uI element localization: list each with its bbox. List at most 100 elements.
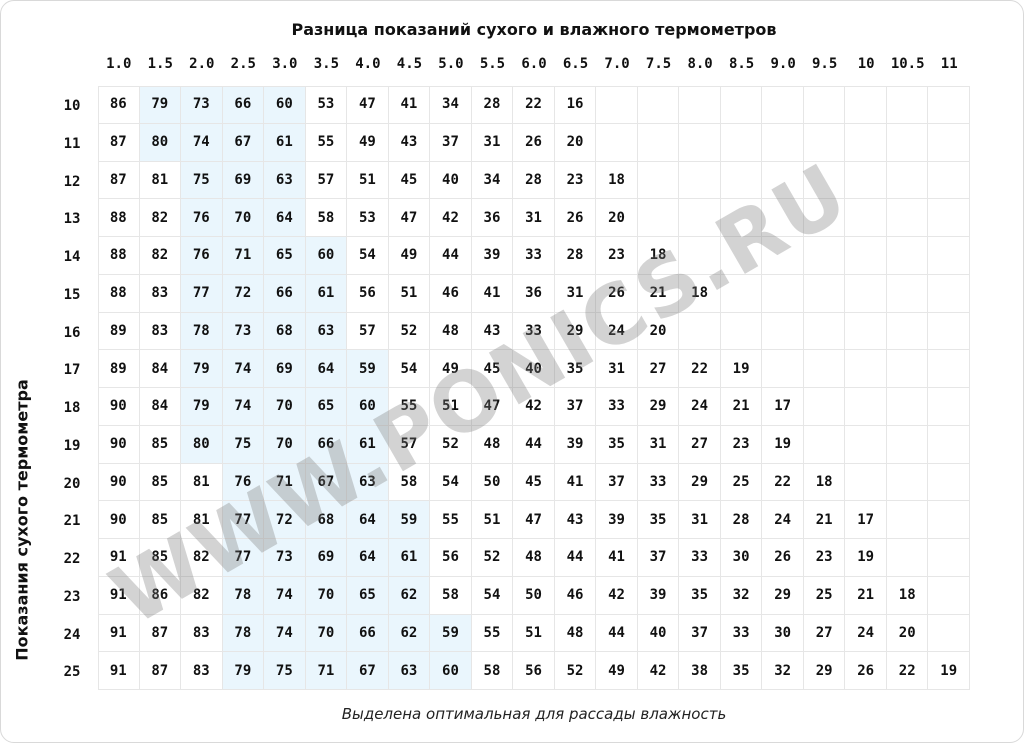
table-cell [679, 312, 721, 351]
table-cell [762, 274, 804, 313]
table-cell: 87 [139, 652, 182, 690]
table-cell: 26 [513, 123, 555, 162]
row-header: 24 [63, 626, 81, 643]
table-cell: 18 [679, 274, 721, 313]
table-cell: 18 [596, 161, 638, 200]
table-cell: 72 [222, 274, 265, 313]
table-cell: 54 [388, 350, 431, 388]
table-cell [886, 350, 929, 388]
table-cell [928, 161, 970, 200]
table-cell: 63 [347, 463, 389, 502]
table-cell [637, 199, 680, 237]
table-cell: 53 [305, 86, 348, 124]
table-cell: 35 [720, 652, 763, 690]
table-cell: 54 [430, 463, 472, 502]
table-cell: 48 [471, 425, 514, 464]
table-cell: 26 [554, 199, 597, 237]
table-cell: 49 [388, 237, 431, 275]
table-cell: 73 [222, 312, 265, 351]
table-cell: 79 [139, 86, 182, 124]
table-cell: 74 [222, 388, 265, 426]
table-cell: 42 [513, 388, 555, 426]
table-cell [886, 539, 929, 577]
table-cell: 85 [139, 425, 182, 464]
table-cell: 32 [720, 576, 763, 615]
table-cell: 68 [305, 501, 348, 539]
table-cell: 79 [222, 652, 265, 690]
table-cell [845, 86, 887, 124]
column-header: 7.5 [645, 56, 672, 72]
table-cell [886, 463, 929, 502]
table-cell: 34 [430, 86, 472, 124]
table-cell: 65 [305, 388, 348, 426]
table-cell: 70 [222, 199, 265, 237]
table-cell: 52 [388, 312, 431, 351]
table-cell: 69 [264, 350, 306, 388]
table-cell: 76 [181, 199, 223, 237]
table-cell: 43 [471, 312, 514, 351]
table-cell: 36 [471, 199, 514, 237]
table-cell: 79 [181, 350, 223, 388]
table-cell: 36 [513, 274, 555, 313]
table-cell: 83 [181, 614, 223, 653]
table-cell: 64 [305, 350, 348, 388]
table-cell: 21 [637, 274, 680, 313]
table-cell: 19 [928, 652, 970, 690]
table-cell: 90 [98, 501, 140, 539]
table-cell: 32 [762, 652, 804, 690]
table-cell: 71 [222, 237, 265, 275]
table-cell [928, 614, 970, 653]
table-cell [886, 123, 929, 162]
table-cell [886, 388, 929, 426]
table-cell: 45 [513, 463, 555, 502]
table-cell [762, 312, 804, 351]
table-cell: 49 [347, 123, 389, 162]
table-cell: 41 [554, 463, 597, 502]
row-header: 11 [63, 135, 81, 152]
table-cell: 90 [98, 388, 140, 426]
table-cell [845, 350, 887, 388]
table-cell: 24 [762, 501, 804, 539]
column-header: 5.5 [479, 56, 506, 72]
table-cell: 22 [886, 652, 929, 690]
table-cell: 39 [596, 501, 638, 539]
table-cell: 58 [471, 652, 514, 690]
table-cell [803, 312, 846, 351]
table-cell: 18 [886, 576, 929, 615]
table-cell: 22 [513, 86, 555, 124]
table-cell [928, 576, 970, 615]
table-cell: 49 [596, 652, 638, 690]
table-cell: 59 [388, 501, 431, 539]
table-cell: 27 [803, 614, 846, 653]
row-header: 10 [63, 98, 81, 114]
table-cell: 20 [596, 199, 638, 237]
table-cell: 35 [637, 501, 680, 539]
table-cell [720, 86, 763, 124]
table-cell [928, 274, 970, 313]
table-cell: 29 [762, 576, 804, 615]
row-header: 13 [63, 211, 81, 228]
table-cell: 80 [181, 425, 223, 464]
table-cell: 91 [98, 576, 140, 615]
table-cell: 91 [98, 539, 140, 577]
table-cell: 69 [222, 161, 265, 200]
table-cell: 34 [471, 161, 514, 200]
table-cell: 42 [596, 576, 638, 615]
table-cell: 87 [98, 123, 140, 162]
table-cell: 71 [264, 463, 306, 502]
table-cell: 86 [139, 576, 182, 615]
table-cell: 19 [762, 425, 804, 464]
table-cell [720, 237, 763, 275]
table-cell: 29 [679, 463, 721, 502]
table-cell: 88 [98, 199, 140, 237]
table-cell [679, 86, 721, 124]
table-cell: 90 [98, 463, 140, 502]
table-cell [679, 123, 721, 162]
table-cell: 53 [347, 199, 389, 237]
table-cell: 44 [513, 425, 555, 464]
table-cell: 74 [181, 123, 223, 162]
table-cell: 30 [720, 539, 763, 577]
table-cell [803, 388, 846, 426]
table-cell: 23 [596, 237, 638, 275]
table-cell [803, 86, 846, 124]
